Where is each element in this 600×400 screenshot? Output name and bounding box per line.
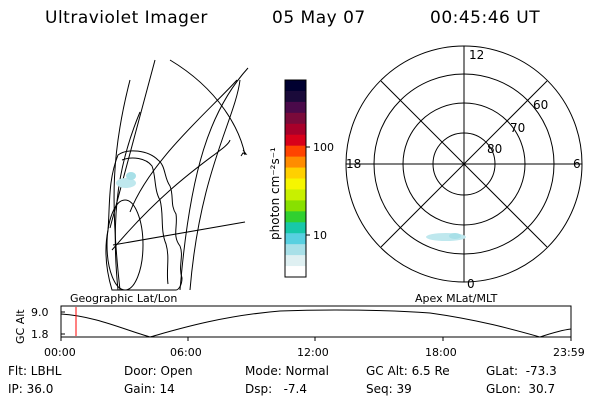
altitude-xtick-label-6: 06:00 [170, 346, 202, 359]
colorbar-strip [285, 167, 306, 180]
info-filter: Flt: LBHL [8, 364, 62, 378]
altitude-ylabel: GC Alt [14, 309, 27, 344]
altitude-ytick-label-9: 9.0 [31, 306, 49, 319]
geo-arc-4 [111, 139, 231, 251]
geo-line-1 [112, 221, 246, 246]
info-door: Door: Open [124, 364, 193, 378]
info-ip: IP: 36.0 [8, 382, 54, 396]
colorbar-strip [285, 266, 306, 278]
colorbar-strip [285, 189, 306, 201]
info-mode: Mode: Normal [245, 364, 329, 378]
colorbar-strip [285, 134, 306, 147]
geo-tick-arrow [240, 149, 248, 157]
mlt-label-6: 6 [573, 157, 581, 171]
altitude-xticks [60, 337, 572, 341]
altitude-curve [60, 309, 572, 338]
info-glat: GLat: -73.3 [486, 364, 557, 378]
mlat-label-70: 70 [510, 121, 525, 135]
colorbar-strip [285, 80, 306, 92]
colorbar-strips [285, 80, 306, 278]
colorbar-strip [285, 211, 306, 223]
geo-arc-2 [189, 79, 241, 291]
colorbar-frame [284, 79, 307, 278]
geo-emission [116, 178, 136, 188]
colorbar-strip [285, 156, 306, 169]
colorbar-strip [285, 244, 306, 256]
geo-line-5 [169, 59, 246, 156]
geographic-panel [105, 59, 249, 291]
colorbar-tick-label-10: 10 [313, 229, 327, 242]
coastline [105, 150, 183, 291]
polar-emission-2 [449, 233, 461, 239]
altitude-ytick-label-1.8: 1.8 [31, 328, 49, 341]
colorbar-unit-label: photon cm⁻²s⁻¹ [268, 147, 282, 240]
colorbar-strip [285, 178, 306, 191]
geo-ellipse [106, 199, 144, 291]
geo-line-4 [113, 79, 131, 291]
geo-arc-3 [129, 79, 238, 213]
altitude-plot [60, 305, 572, 341]
polar-panel [345, 45, 583, 283]
geo-panel-label: Geographic Lat/Lon [70, 292, 178, 305]
colorbar-strip [285, 123, 306, 136]
date-text: 05 May 07 [272, 8, 366, 28]
altitude-xtick-label-end: 23:59 [553, 346, 585, 359]
colorbar-strip [285, 101, 306, 114]
colorbar-strip [285, 255, 306, 267]
polar-panel-label: Apex MLat/MLT [415, 292, 498, 305]
geo-emission-2 [126, 172, 136, 180]
altitude-frame [60, 305, 572, 338]
colorbar-tick-label-100: 100 [313, 141, 334, 154]
colorbar-strip [285, 200, 306, 212]
geo-line-3 [114, 111, 141, 291]
mlt-diag-2 [380, 80, 548, 248]
time-text: 00:45:46 UT [430, 8, 541, 28]
mlat-label-80: 80 [487, 142, 502, 156]
info-glon: GLon: 30.7 [486, 382, 556, 396]
colorbar-strip [285, 222, 306, 234]
instrument-title: Ultraviolet Imager [45, 8, 208, 28]
mlt-label-0: 0 [467, 277, 475, 291]
colorbar [284, 79, 310, 278]
colorbar-strip [285, 112, 306, 125]
altitude-xtick-label-12: 12:00 [297, 346, 329, 359]
info-gain: Gain: 14 [124, 382, 175, 396]
geo-arc-outer [179, 67, 249, 291]
colorbar-strip [285, 145, 306, 158]
mlt-label-12: 12 [469, 48, 484, 62]
altitude-xtick-label-18: 18:00 [425, 346, 457, 359]
info-dsp: Dsp: -7.4 [245, 382, 308, 396]
colorbar-strip [285, 90, 306, 103]
altitude-xtick-label-0: 00:00 [44, 346, 76, 359]
info-gc-alt: GC Alt: 6.5 Re [366, 364, 450, 378]
mlat-label-60: 60 [533, 98, 548, 112]
mlt-label-18: 18 [346, 157, 361, 171]
info-seq: Seq: 39 [366, 382, 412, 396]
colorbar-strip [285, 233, 306, 245]
coastline-inner [121, 157, 169, 285]
